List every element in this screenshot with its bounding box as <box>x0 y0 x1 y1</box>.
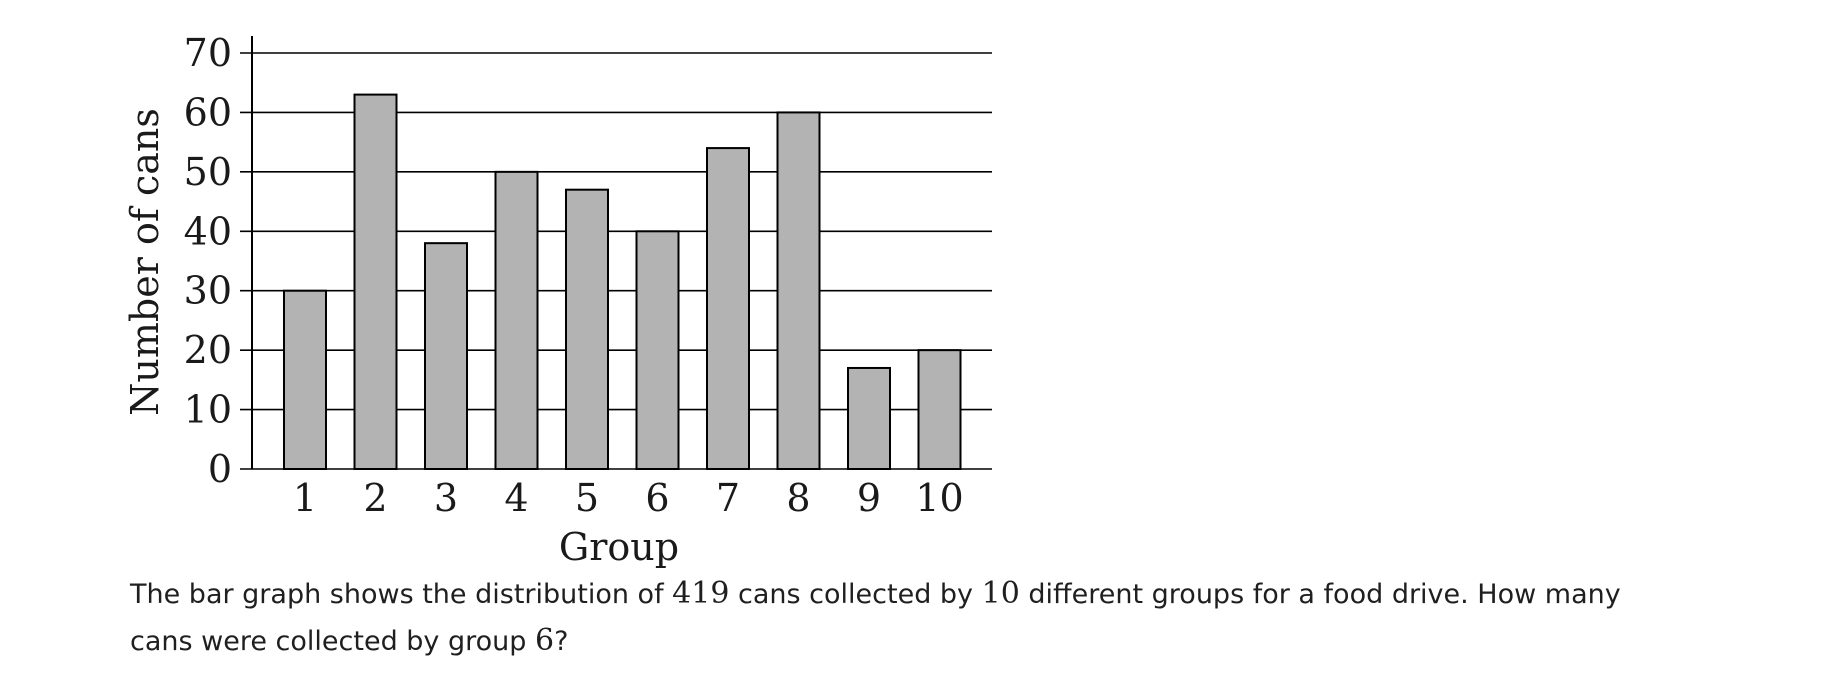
bar-group-6 <box>635 230 680 470</box>
x-tick-label: 10 <box>915 476 963 520</box>
question-part-4: ? <box>554 626 569 657</box>
y-tick-label: 40 <box>184 209 232 253</box>
bar-group-1 <box>283 289 327 471</box>
y-tick-label: 30 <box>184 269 232 313</box>
question-part-3: different groups for a food drive. How m… <box>130 579 1621 657</box>
bar-group-5 <box>565 188 609 471</box>
group-number: 6 <box>535 623 555 658</box>
bar-group-10 <box>917 349 962 470</box>
y-tick-label: 70 <box>184 31 232 75</box>
bar-group-7 <box>706 147 750 470</box>
x-tick-label: 5 <box>575 476 599 520</box>
x-tick-label: 1 <box>293 476 317 520</box>
x-tick-labels: 1 2 3 4 5 6 7 8 9 10 <box>293 476 964 520</box>
x-axis-label: Group <box>559 525 679 569</box>
x-tick-label: 3 <box>434 476 458 520</box>
bar-group-8 <box>776 111 821 471</box>
group-count-number: 10 <box>981 576 1020 611</box>
x-tick-label: 7 <box>716 476 740 520</box>
y-tick-label: 60 <box>184 90 232 134</box>
question-part-1: The bar graph shows the distribution of <box>130 579 673 610</box>
x-tick-label: 4 <box>504 476 528 520</box>
bar-group-2 <box>353 93 398 470</box>
question-part-2: cans collected by <box>729 579 982 610</box>
bars <box>283 93 962 471</box>
bar-group-4 <box>494 170 539 470</box>
total-cans-number: 419 <box>672 576 730 611</box>
question-text: The bar graph shows the distribution of … <box>130 571 1690 665</box>
x-tick-label: 2 <box>363 476 387 520</box>
y-tick-label: 10 <box>184 388 232 432</box>
y-tick-label: 50 <box>184 150 232 194</box>
y-axis-label: Number of cans <box>123 108 167 416</box>
bar-group-9 <box>847 366 891 471</box>
y-tick-label: 20 <box>184 328 232 372</box>
bar-chart: 0 10 20 30 40 50 60 70 1 2 3 4 5 6 7 8 9 10 Group Number… <box>123 31 992 569</box>
y-tick-label: 0 <box>208 447 232 491</box>
x-tick-label: 9 <box>857 476 881 520</box>
x-tick-label: 6 <box>645 476 669 520</box>
bar-group-3 <box>424 242 468 470</box>
y-tick-labels: 0 10 20 30 40 50 60 70 <box>184 31 232 491</box>
x-tick-label: 8 <box>786 476 810 520</box>
